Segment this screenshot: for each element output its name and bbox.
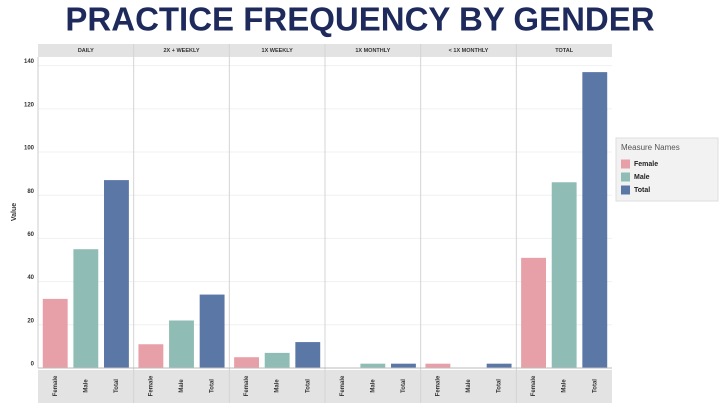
bar [486,363,512,368]
legend [615,137,719,202]
legend-label: Male [634,174,650,181]
x-tick-label: Female [435,375,441,396]
chart-title: PRACTICE FREQUENCY BY GENDER [65,1,654,38]
y-tick-label: 60 [27,232,34,238]
bar [295,342,321,368]
y-tick-label: 20 [27,318,34,324]
bar [199,294,225,368]
legend-label: Female [634,161,658,168]
panel-header: 1X WEEKLY [262,48,294,54]
x-tick-label: Male [275,379,281,393]
panel-header: DAILY [78,48,94,54]
x-tick-label: Male [83,379,89,393]
x-tick-label: Total [497,379,503,393]
legend-label: Total [634,187,650,194]
x-tick-label: Total [210,379,216,393]
legend-title: Measure Names [621,143,680,152]
panel-header: TOTAL [555,48,573,54]
legend-swatch [621,185,630,195]
y-tick-label: 100 [24,146,35,152]
y-tick-label: 0 [31,362,35,368]
x-tick-label: Male [466,379,472,393]
x-tick-label: Female [53,375,59,396]
x-tick-label: Male [179,379,185,393]
bar [360,363,386,368]
y-tick-label: 40 [27,275,34,281]
legend-swatch [621,172,630,182]
x-tick-label: Female [531,375,537,396]
bar [582,72,608,369]
y-tick-label: 140 [24,59,35,65]
bar [425,363,451,368]
x-tick-label: Female [244,375,250,396]
bar [138,344,164,368]
bar [42,298,68,368]
bar [234,357,259,368]
bar [264,352,290,368]
x-tick-label: Total [401,379,407,393]
panel-header: 1X MONTHLY [355,48,390,54]
bar [73,249,99,368]
x-tick-label: Male [370,379,376,393]
y-tick-label: 80 [27,189,34,195]
panel-header: < 1X MONTHLY [449,48,489,54]
bar [551,182,577,368]
x-tick-label: Female [340,375,346,396]
bar [169,320,194,368]
x-tick-label: Female [148,375,154,396]
x-tick-label: Male [562,379,568,393]
panel-header: 2X + WEEKLY [163,48,199,54]
x-tick-label: Total [114,379,120,393]
bar [104,180,129,368]
x-tick-label: Total [305,379,311,393]
y-axis-title: Value [11,203,18,221]
bar [391,363,416,368]
x-tick-label: Total [592,379,598,393]
legend-swatch [621,159,630,169]
y-tick-label: 120 [24,102,35,108]
bar [521,257,546,368]
